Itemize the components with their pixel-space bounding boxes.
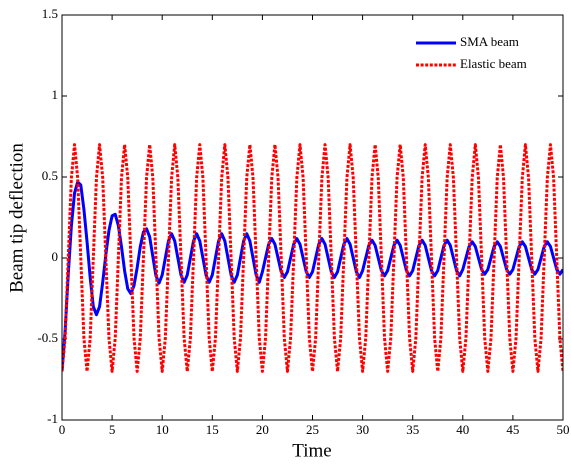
x-tick-label: 50 [557, 422, 570, 437]
x-tick-label: 5 [109, 422, 116, 437]
y-tick-label: 0 [52, 249, 59, 264]
y-tick-label: -1 [47, 411, 58, 426]
line-series [62, 143, 563, 373]
legend-box [407, 28, 559, 82]
x-tick-label: 25 [306, 422, 319, 437]
x-tick-label: 40 [456, 422, 469, 437]
x-tick-label: 35 [406, 422, 419, 437]
x-tick-label: 30 [356, 422, 369, 437]
plot-area [62, 15, 563, 420]
y-tick-label: 1.5 [42, 6, 58, 21]
legend-label: Elastic beam [460, 56, 527, 71]
x-tick-label: 0 [59, 422, 66, 437]
legend-label: SMA beam [460, 34, 519, 49]
axes-frame [61, 14, 564, 421]
y-tick-label: 0.5 [42, 168, 58, 183]
x-tick-label: 10 [156, 422, 169, 437]
y-axis-label: Beam tip deflection [6, 143, 27, 293]
y-tick-label: 1 [52, 87, 59, 102]
x-axis-label: Time [292, 440, 331, 461]
x-tick-label: 45 [506, 422, 519, 437]
x-tick-label: 15 [206, 422, 219, 437]
legend: SMA beam Elastic beam [407, 28, 559, 82]
y-tick-label: -0.5 [37, 330, 58, 345]
x-tick-label: 20 [256, 422, 269, 437]
